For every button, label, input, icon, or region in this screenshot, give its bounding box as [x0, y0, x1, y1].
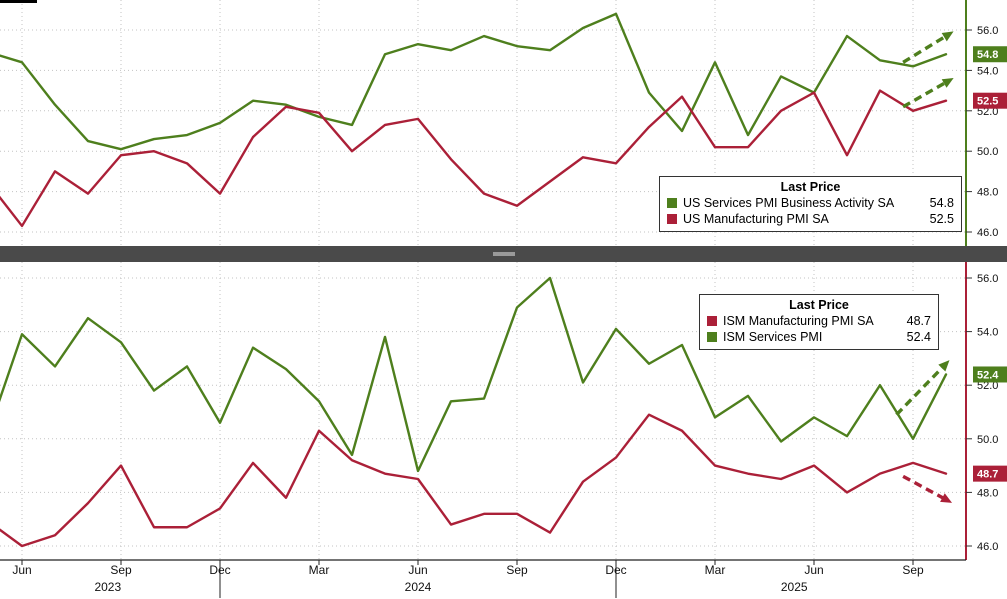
legend-title: Last Price: [780, 180, 841, 194]
x-axis-tick-label: Sep: [902, 563, 924, 577]
x-axis: Jun Sep Dec Mar Jun Sep Dec Mar Jun Sep 2023 2024 20…: [0, 559, 966, 598]
series-line: [0, 413, 948, 548]
last-price-badge: [973, 46, 1007, 63]
panel-splitter[interactable]: [0, 246, 1007, 262]
y-axis-tick-label: 54.0: [977, 65, 998, 77]
last-price-badge-value: 54.8: [977, 49, 998, 61]
x-axis-tick-label: Jun: [12, 563, 31, 577]
last-price-badge-value: 52.4: [977, 369, 999, 381]
top-border-fragment: [0, 0, 37, 3]
legend-value: 48.7: [906, 314, 931, 328]
series-lines: [0, 12, 948, 228]
legend-top[interactable]: Last Price US Services PMI Business Acti…: [659, 176, 962, 232]
last-price-badge: [973, 366, 1007, 383]
last-price-badge-value: 52.5: [977, 96, 998, 108]
last-price-badges: 48.7 52.4: [973, 366, 1007, 482]
series-line: [0, 89, 948, 228]
annotations: [902, 31, 954, 109]
x-axis-tick-label: Mar: [705, 563, 726, 577]
y-axis-tick-label: 52.0: [977, 380, 998, 392]
legend-title: Last Price: [789, 298, 849, 312]
y-axis-tick-label: 56.0: [977, 25, 998, 37]
trend-arrow-icon: [902, 474, 949, 502]
bottom-panel-chart[interactable]: 46.0 48.0 50.0 52.0 54.0 56.0 Jun Sep Dec Mar Jun S…: [0, 262, 1007, 599]
x-axis-tick-label: Dec: [209, 563, 230, 577]
series-swatch-icon: [667, 198, 677, 208]
trend-arrow-icon: [902, 79, 951, 109]
legend-bottom[interactable]: Last Price ISM Manufacturing PMI SA 48.7…: [699, 294, 939, 350]
last-price-badge-value: 48.7: [977, 469, 998, 481]
last-price-badge: [973, 92, 1007, 109]
legend-value: 52.4: [906, 330, 931, 344]
y-axis-tick-label: 48.0: [977, 187, 998, 199]
x-axis-tick-label: Sep: [110, 563, 132, 577]
series-line: [0, 276, 948, 473]
y-axis-tick-label: 46.0: [977, 541, 998, 553]
y-axis: 46.0 48.0 50.0 52.0 54.0 56.0: [965, 262, 998, 560]
legend-row: ISM Services PMI 52.4: [707, 329, 931, 345]
legend-value: 52.5: [929, 212, 954, 226]
x-axis-year-label: 2023: [94, 580, 121, 594]
y-axis-tick-label: 48.0: [977, 487, 998, 499]
trend-arrowhead-icon: [938, 360, 950, 372]
x-axis-year-label: 2024: [405, 580, 432, 594]
trend-arrowhead-icon: [940, 493, 953, 503]
trend-arrow-icon: [902, 32, 951, 64]
trend-arrowhead-icon: [941, 31, 954, 42]
last-price-badges: 54.8 52.5: [973, 46, 1007, 109]
series-swatch-icon: [667, 214, 677, 224]
series-swatch-icon: [707, 316, 717, 326]
x-axis-tick-label: Sep: [506, 563, 528, 577]
y-axis-tick-label: 50.0: [977, 146, 998, 158]
annotations: [895, 360, 953, 503]
x-axis-tick-label: Dec: [605, 563, 626, 577]
trend-arrowhead-icon: [941, 78, 954, 88]
legend-row: ISM Manufacturing PMI SA 48.7: [707, 313, 931, 329]
splitter-handle-icon: [493, 252, 515, 256]
y-axis-tick-label: 50.0: [977, 434, 998, 446]
y-axis: 46.0 48.0 50.0 52.0 54.0 56.0: [965, 0, 998, 246]
legend-row: US Services PMI Business Activity SA 54.…: [667, 195, 954, 211]
series-line: [0, 12, 948, 151]
y-axis-tick-label: 46.0: [977, 227, 998, 239]
legend-label: US Manufacturing PMI SA: [683, 212, 829, 226]
series-lines: [0, 276, 948, 548]
legend-value: 54.8: [929, 196, 954, 210]
legend-row: US Manufacturing PMI SA 52.5: [667, 211, 954, 227]
legend-label: US Services PMI Business Activity SA: [683, 196, 895, 210]
y-axis-tick-label: 54.0: [977, 327, 998, 339]
series-swatch-icon: [707, 332, 717, 342]
x-axis-year-label: 2025: [781, 580, 808, 594]
y-axis-tick-label: 52.0: [977, 106, 998, 118]
last-price-badge: [973, 465, 1007, 482]
legend-label: ISM Services PMI: [723, 330, 823, 344]
x-axis-tick-label: Jun: [408, 563, 427, 577]
trend-arrow-icon: [895, 362, 948, 416]
x-axis-tick-label: Mar: [309, 563, 330, 577]
y-axis-tick-label: 56.0: [977, 273, 998, 285]
x-axis-tick-label: Jun: [804, 563, 823, 577]
legend-label: ISM Manufacturing PMI SA: [723, 314, 874, 328]
top-panel-chart[interactable]: 46.0 48.0 50.0 52.0 54.0 56.0 54.8 52.5: [0, 0, 1007, 246]
